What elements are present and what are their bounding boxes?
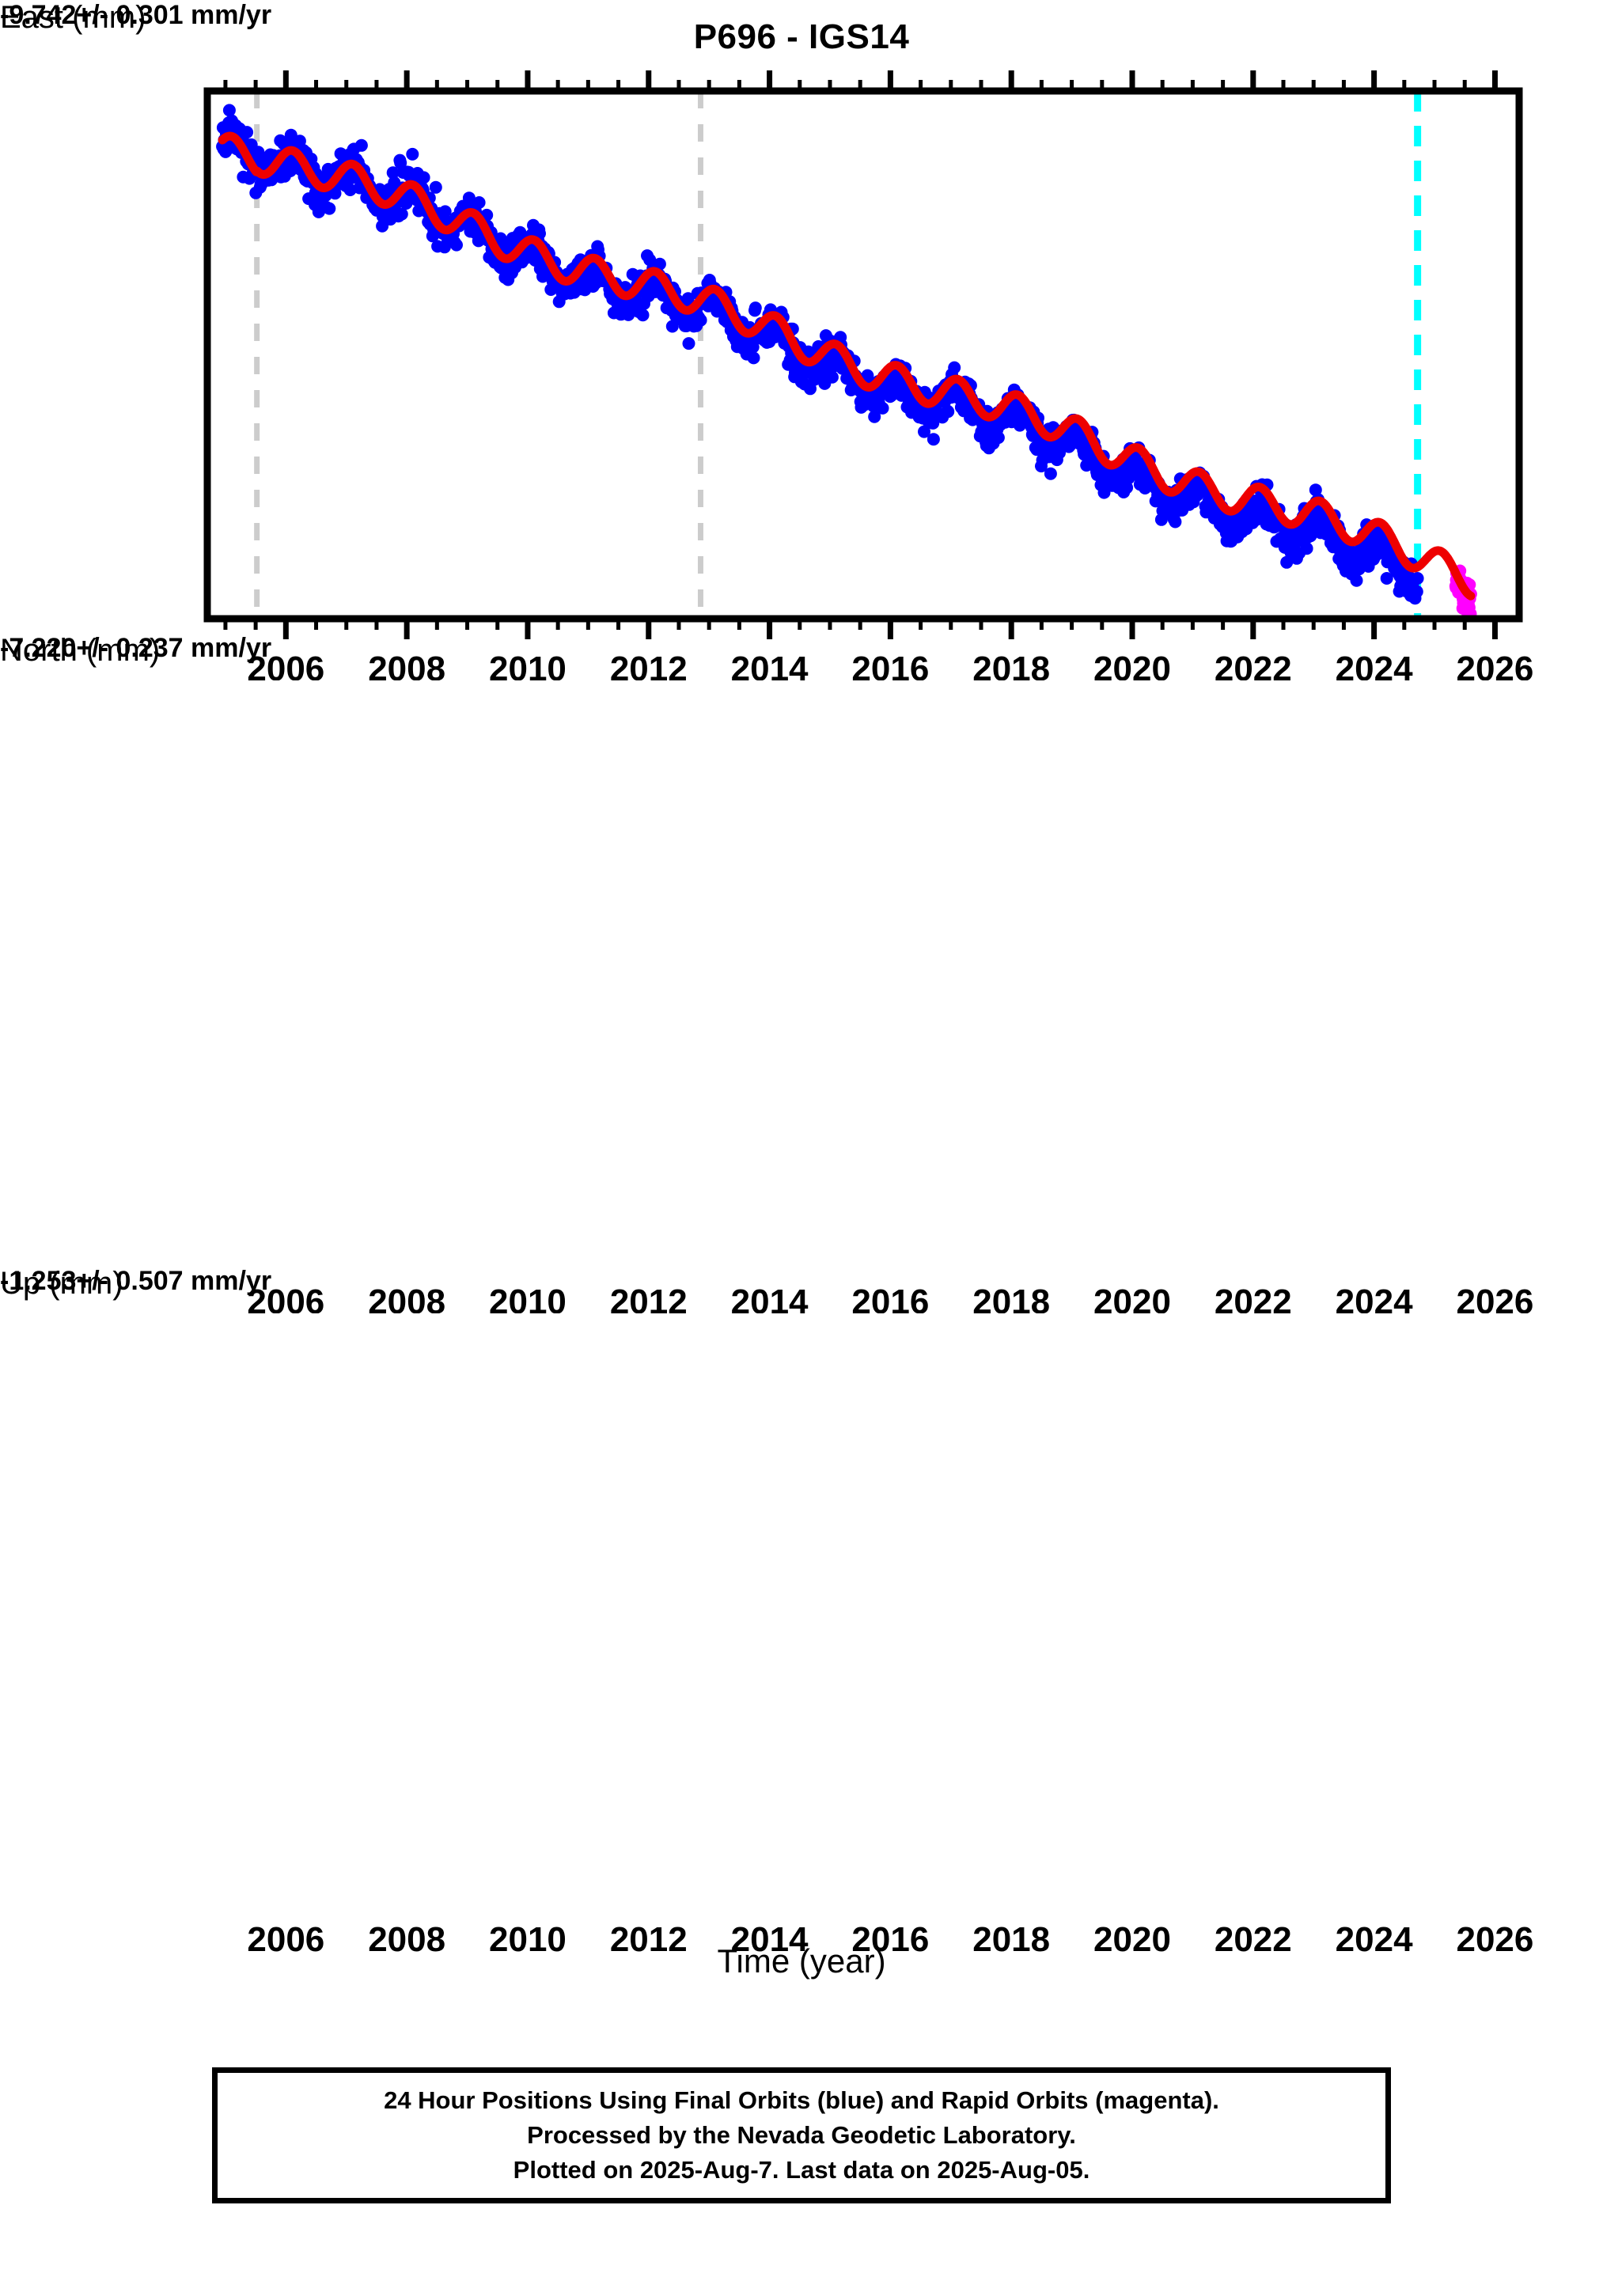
svg-text:2026: 2026 (1456, 1283, 1533, 1313)
caption-line-1: 24 Hour Positions Using Final Orbits (bl… (384, 2086, 1219, 2114)
svg-text:2022: 2022 (1215, 650, 1292, 680)
svg-text:2010: 2010 (489, 1920, 567, 1959)
svg-text:2010: 2010 (489, 1283, 567, 1313)
svg-text:2026: 2026 (1456, 1920, 1533, 1959)
svg-text:2024: 2024 (1336, 1920, 1413, 1959)
panel-up: 2006 2008 2010 2012 2014 2016 2018 2020 2022 2024… (0, 1266, 1603, 1962)
svg-text:2008: 2008 (368, 1920, 445, 1959)
svg-text:2026: 2026 (1456, 650, 1533, 680)
up-axis-label: Up (mm) (0, 1266, 123, 1301)
east-axis-label: East (mm) (0, 0, 146, 35)
svg-text:2024: 2024 (1336, 650, 1413, 680)
svg-text:2006: 2006 (247, 1920, 324, 1959)
svg-text:2008: 2008 (368, 650, 445, 680)
up-axes: 2006 2008 2010 2012 2014 2016 2018 2020 2022 2024… (247, 1920, 1533, 1959)
svg-text:2012: 2012 (610, 1920, 688, 1959)
x-axis-label: Time (year) (717, 1942, 886, 1980)
svg-text:2010: 2010 (489, 650, 567, 680)
page-title: P696 - IGS14 (693, 17, 910, 56)
east-rate-annotation: -9.742+/- 0.301 mm/yr (0, 0, 272, 30)
north-axis-label: North (mm) (0, 633, 161, 668)
up-rate-annotation: -1.253+/- 0.507 mm/yr (0, 1266, 272, 1296)
north-rate-annotation: -7.220+/- 0.237 mm/yr (0, 633, 272, 663)
north-axes: 2006 2008 2010 2012 2014 2016 2018 2020 2022 2024… (247, 1283, 1533, 1313)
svg-text:2018: 2018 (972, 1283, 1050, 1313)
svg-text:2014: 2014 (731, 650, 809, 680)
svg-text:2014: 2014 (731, 1283, 809, 1313)
svg-text:2022: 2022 (1215, 1920, 1292, 1959)
svg-text:2006: 2006 (247, 650, 324, 680)
east-axes: 2006 2008 2010 2012 2014 2016 2018 2020 2022 2024… (203, 70, 1533, 680)
svg-text:2016: 2016 (851, 1920, 929, 1959)
svg-text:2016: 2016 (851, 650, 929, 680)
panel-east: 2006 2008 2010 2012 2014 2016 2018 2020 2022 2024… (0, 0, 1603, 680)
svg-text:2020: 2020 (1093, 1920, 1171, 1959)
svg-text:2020: 2020 (1093, 650, 1171, 680)
panel-north: 2006 2008 2010 2012 2014 2016 2018 2020 2022 2024… (0, 633, 1603, 1313)
caption-line-3: Plotted on 2025-Aug-7. Last data on 2025… (513, 2156, 1090, 2184)
svg-text:2014: 2014 (731, 1920, 809, 1959)
svg-text:2022: 2022 (1215, 1283, 1292, 1313)
svg-text:2024: 2024 (1336, 1283, 1413, 1313)
svg-text:2018: 2018 (972, 650, 1050, 680)
svg-text:2008: 2008 (368, 1283, 445, 1313)
caption-box: 24 Hour Positions Using Final Orbits (bl… (212, 2067, 1391, 2203)
caption-line-2: Processed by the Nevada Geodetic Laborat… (527, 2120, 1076, 2149)
svg-text:2018: 2018 (972, 1920, 1050, 1959)
svg-text:2012: 2012 (610, 1283, 688, 1313)
svg-text:2006: 2006 (247, 1283, 324, 1313)
svg-text:2012: 2012 (610, 650, 688, 680)
svg-text:2016: 2016 (851, 1283, 929, 1313)
svg-text:2020: 2020 (1093, 1283, 1171, 1313)
